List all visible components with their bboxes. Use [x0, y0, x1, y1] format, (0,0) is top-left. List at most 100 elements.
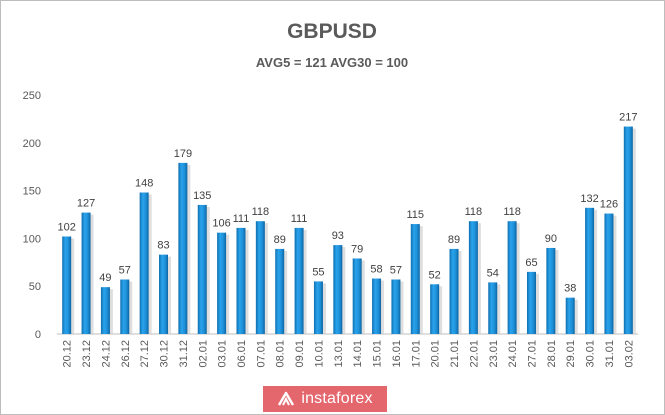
y-tick-label: 0	[35, 329, 41, 341]
bar-value-label: 55	[312, 266, 324, 278]
bar	[410, 224, 420, 334]
bar	[430, 284, 440, 334]
bar	[333, 245, 343, 334]
bar	[372, 278, 382, 334]
bar	[62, 236, 72, 334]
bar-value-label: 111	[291, 213, 308, 225]
x-tick-label: 03.02	[623, 340, 635, 368]
bar	[313, 281, 323, 334]
x-tick-label: 31.01	[604, 340, 616, 368]
chart-subtitle: AVG5 = 121 AVG30 = 100	[256, 55, 408, 70]
y-tick-label: 50	[29, 281, 41, 293]
bar	[565, 297, 575, 334]
bar-value-label: 132	[580, 193, 598, 205]
x-tick-label: 30.01	[585, 340, 597, 368]
bar-value-label: 79	[351, 243, 363, 255]
y-tick-label: 250	[23, 90, 41, 102]
bar-value-label: 106	[212, 218, 230, 230]
bar-value-label: 57	[119, 265, 131, 277]
bar	[468, 221, 478, 334]
bar	[352, 258, 362, 334]
bar-value-label: 127	[77, 198, 95, 210]
x-tick-label: 20.01	[430, 340, 442, 368]
x-tick-label: 23.12	[81, 340, 93, 368]
bar	[197, 204, 207, 334]
x-tick-label: 02.01	[197, 340, 209, 368]
bar	[585, 207, 595, 334]
x-tick-label: 24.12	[100, 340, 112, 368]
x-tick-label: 06.01	[236, 340, 248, 368]
x-tick-label: 31.12	[178, 340, 190, 368]
x-axis: 20.12 23.12 24.12 26.12 27.12 30.12 31.12 02.01…	[62, 340, 636, 368]
bar	[294, 227, 304, 334]
bar	[526, 271, 536, 334]
x-tick-label: 09.01	[294, 340, 306, 368]
bar	[178, 162, 188, 334]
bar-value-label: 65	[525, 257, 537, 269]
bar	[275, 248, 285, 334]
bar-value-label: 115	[407, 209, 425, 221]
bar-value-label: 38	[564, 283, 576, 295]
bar-value-label: 58	[370, 264, 382, 276]
bar-value-label: 89	[274, 234, 286, 246]
x-tick-label: 28.01	[546, 340, 558, 368]
x-tick-label: 08.01	[275, 340, 287, 368]
bar-value-label: 54	[487, 267, 499, 279]
bar-value-label: 102	[58, 221, 76, 233]
bar-value-label: 118	[252, 206, 270, 218]
x-tick-label: 20.12	[62, 340, 74, 368]
bar-value-label: 118	[465, 206, 483, 218]
x-tick-label: 27.01	[526, 340, 538, 368]
bar	[236, 227, 246, 334]
x-tick-label: 17.01	[410, 340, 422, 368]
y-tick-label: 200	[23, 138, 41, 150]
bar-value-label: 126	[600, 199, 618, 211]
bar-value-label: 111	[233, 213, 250, 225]
x-tick-label: 24.01	[507, 340, 519, 368]
logo-mark-icon	[278, 391, 295, 406]
bar	[488, 282, 498, 334]
bar	[100, 287, 110, 334]
bar	[159, 254, 169, 334]
bar-value-label: 217	[619, 112, 637, 124]
instaforex-logo: instaforex	[263, 386, 387, 412]
x-tick-label: 26.12	[120, 340, 132, 368]
x-tick-label: 03.01	[217, 340, 229, 368]
y-tick-label: 150	[23, 186, 41, 198]
logo-text: instaforex	[301, 390, 373, 407]
bar-value-label: 49	[99, 272, 111, 284]
bar	[391, 279, 401, 334]
bar-value-label: 148	[135, 178, 153, 190]
bar	[255, 221, 265, 334]
bar-value-label: 179	[174, 148, 192, 160]
x-tick-label: 07.01	[255, 340, 267, 368]
bar-value-label: 93	[332, 230, 344, 242]
x-tick-label: 10.01	[313, 340, 325, 368]
bar-value-label: 57	[390, 265, 402, 277]
bar-value-label: 89	[448, 234, 460, 246]
bar	[139, 192, 149, 334]
x-tick-label: 21.01	[449, 340, 461, 368]
x-tick-label: 15.01	[372, 340, 384, 368]
x-tick-label: 16.01	[391, 340, 403, 368]
bar-value-label: 135	[193, 190, 211, 202]
bar	[507, 221, 517, 334]
x-tick-label: 27.12	[139, 340, 151, 368]
y-axis: 0 50 100 150 200 250	[23, 90, 638, 341]
bar-value-label: 83	[157, 240, 169, 252]
bar	[217, 232, 227, 334]
bar	[604, 213, 614, 334]
chart-title: GBPUSD	[287, 20, 377, 43]
bar	[546, 247, 556, 334]
x-tick-label: 22.01	[468, 340, 480, 368]
x-tick-label: 13.01	[333, 340, 345, 368]
y-tick-label: 100	[23, 233, 41, 245]
x-tick-label: 29.01	[565, 340, 577, 368]
bar	[120, 279, 130, 334]
bar-value-label: 118	[503, 206, 521, 218]
bar-value-label: 90	[545, 233, 557, 245]
x-tick-label: 30.12	[159, 340, 171, 368]
